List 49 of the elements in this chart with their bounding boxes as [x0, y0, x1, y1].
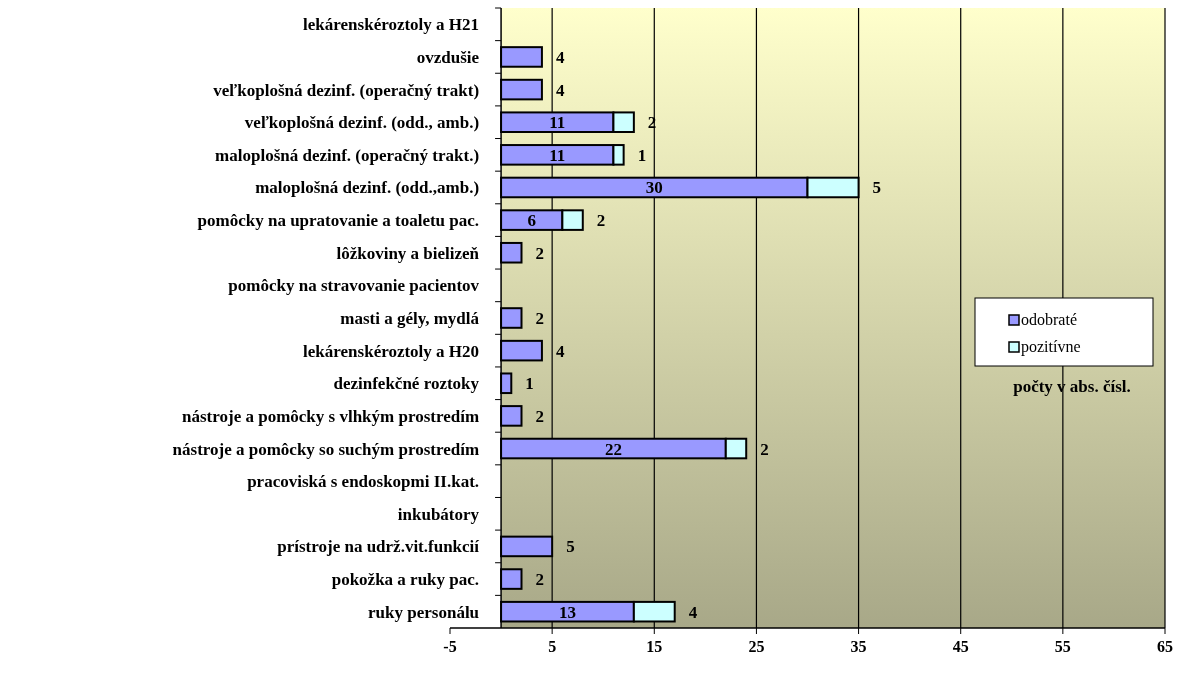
legend-label: odobraté: [1021, 311, 1077, 328]
x-tick-label: 35: [850, 638, 867, 655]
data-label: 30: [645, 178, 663, 198]
x-tick-label: 55: [1054, 638, 1071, 655]
y-tick-label: pomôcky na stravovanie pacientov: [228, 276, 480, 296]
data-label: 22: [604, 439, 622, 459]
y-tick-label: pracoviská s endoskopmi II.kat.: [247, 472, 480, 492]
data-label: 4: [555, 47, 565, 67]
data-label: 13: [558, 602, 576, 622]
data-label: 4: [555, 80, 565, 100]
x-tick-label: 65: [1157, 638, 1173, 655]
data-label: 11: [549, 113, 566, 133]
y-tick-label: prístroje na udrž.vit.funkcií: [277, 537, 480, 557]
y-tick-label: ruky personálu: [368, 602, 480, 622]
y-tick-label: pomôcky na upratovanie a toaletu pac.: [197, 211, 480, 231]
data-label: 2: [535, 406, 544, 426]
x-tick-label: 45: [952, 638, 969, 655]
x-tick-label: 5: [548, 638, 557, 655]
y-tick-label: nástroje a pomôcky s vlhkým prostredím: [182, 406, 480, 426]
y-tick-label: nástroje a pomôcky so suchým prostredím: [172, 439, 480, 459]
y-tick-label: lôžkoviny a bielizeň: [336, 243, 480, 263]
y-tick-label: maloplošná dezinf. (operačný trakt.): [215, 145, 480, 165]
data-label: 4: [555, 341, 565, 361]
y-tick-label: ovzdušie: [416, 47, 480, 67]
x-tick-label: -5: [443, 638, 457, 655]
y-tick-label: maloplošná dezinf. (odd.,amb.): [255, 178, 480, 198]
y-tick-label: lekárenskéroztoly a H21: [303, 15, 480, 35]
data-label: 2: [760, 439, 769, 459]
data-label: 2: [596, 211, 606, 231]
x-tick-label: 25: [748, 638, 765, 655]
y-tick-label: inkubátory: [397, 504, 480, 524]
legend-label: pozitívne: [1021, 338, 1081, 356]
y-tick-label: pokožka a ruky pac.: [331, 570, 480, 590]
data-label: 1: [525, 374, 534, 394]
data-label: 2: [535, 243, 544, 263]
data-label: 5: [566, 537, 575, 557]
data-label: 2: [535, 309, 544, 328]
data-label: 6: [527, 211, 536, 231]
y-tick-label: veľkoplošná dezinf. (odd., amb.): [244, 113, 480, 133]
data-label: 4: [688, 602, 698, 622]
y-tick-label: lekárenskéroztoly a H20: [303, 341, 480, 361]
data-label: 11: [549, 145, 566, 165]
y-tick-label: veľkoplošná dezinf. (operačný trakt): [213, 80, 480, 100]
y-tick-label: dezinfekčné roztoky: [333, 374, 480, 394]
x-tick-label: 15: [646, 638, 663, 655]
data-label: 2: [535, 570, 544, 590]
y-tick-label: masti a gély, mydlá: [340, 309, 480, 328]
data-label: 5: [872, 178, 882, 198]
data-label: 1: [637, 145, 647, 165]
